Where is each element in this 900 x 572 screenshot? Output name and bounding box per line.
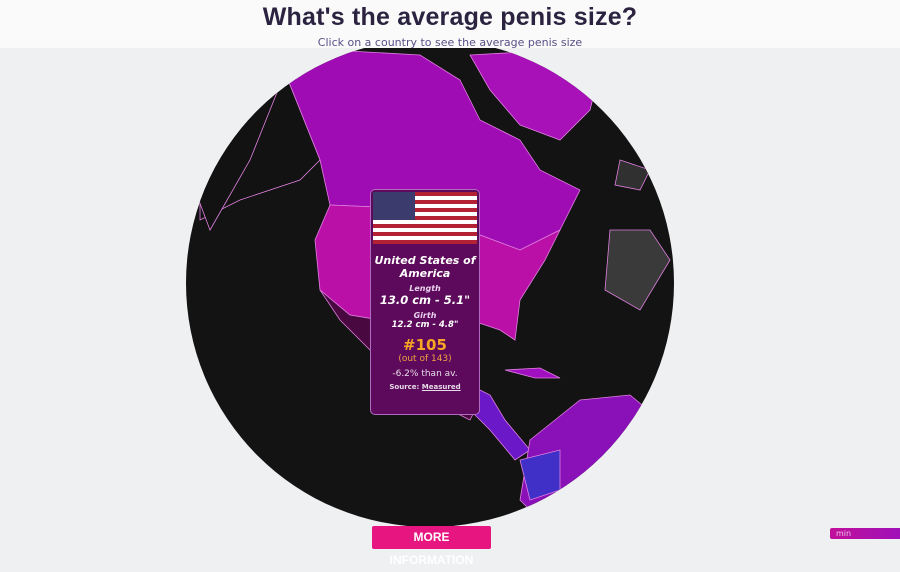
country-cuba[interactable] [504,367,561,379]
country-iceland[interactable] [614,159,651,191]
legend-min-label: min [836,529,852,538]
page-title: What's the average penis size? [262,3,638,31]
average-difference: -6.2% than av. [392,369,458,379]
girth-value: 12.2 cm - 4.8" [391,320,459,330]
source-link[interactable]: Measured [421,383,461,391]
rank-out-of: (out of 143) [398,354,452,364]
page-subtitle: Click on a country to see the average pe… [317,36,583,49]
country-info-card: United States of America Length 13.0 cm … [370,189,480,415]
us-flag-icon [373,192,477,244]
country-name: United States of America [374,254,476,280]
source-label: Source: [389,383,420,391]
length-label: Length [409,284,441,293]
country-europe-grey[interactable] [604,229,671,311]
more-information-button[interactable]: MORE INFORMATION [372,526,491,567]
header: What's the average penis size? Click on … [0,0,900,49]
rank: #105 [403,336,447,354]
girth-label: Girth [413,311,437,320]
length-value: 13.0 cm - 5.1" [379,293,471,307]
source: Source: Measured [371,383,479,391]
legend-bar: min [830,528,900,539]
